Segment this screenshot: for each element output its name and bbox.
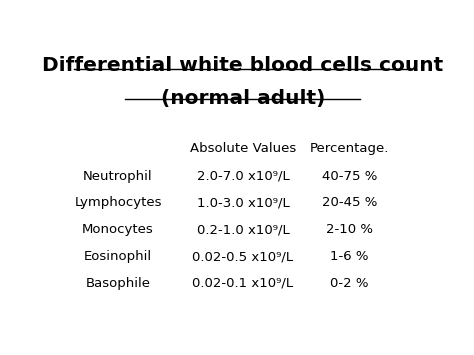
Text: Eosinophil: Eosinophil — [84, 250, 152, 263]
Text: 2-10 %: 2-10 % — [326, 223, 373, 236]
Text: 0-2 %: 0-2 % — [330, 277, 369, 290]
Text: 40-75 %: 40-75 % — [322, 170, 377, 183]
Text: 20-45 %: 20-45 % — [322, 197, 377, 209]
Text: 0.2-1.0 x10⁹/L: 0.2-1.0 x10⁹/L — [197, 223, 289, 236]
Text: Absolute Values: Absolute Values — [190, 142, 296, 155]
Text: Monocytes: Monocytes — [82, 223, 154, 236]
Text: (normal adult): (normal adult) — [161, 89, 325, 108]
Text: Differential white blood cells count: Differential white blood cells count — [42, 56, 444, 75]
Text: 2.0-7.0 x10⁹/L: 2.0-7.0 x10⁹/L — [197, 170, 289, 183]
Text: Percentage.: Percentage. — [310, 142, 389, 155]
Text: 1.0-3.0 x10⁹/L: 1.0-3.0 x10⁹/L — [197, 197, 289, 209]
Text: 0.02-0.5 x10⁹/L: 0.02-0.5 x10⁹/L — [192, 250, 293, 263]
Text: Lymphocytes: Lymphocytes — [74, 197, 162, 209]
Text: 0.02-0.1 x10⁹/L: 0.02-0.1 x10⁹/L — [192, 277, 293, 290]
Text: Basophile: Basophile — [85, 277, 151, 290]
Text: 1-6 %: 1-6 % — [330, 250, 369, 263]
Text: Neutrophil: Neutrophil — [83, 170, 153, 183]
